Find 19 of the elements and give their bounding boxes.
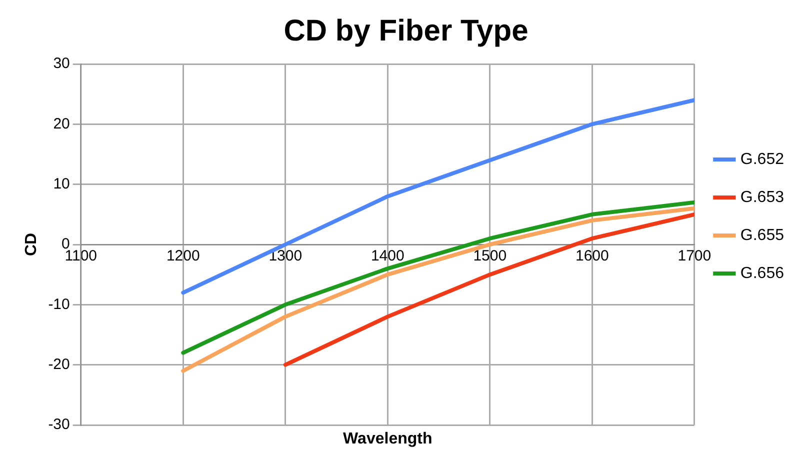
y-tick-label: -30 <box>48 416 70 434</box>
y-tick-label: 10 <box>53 175 70 192</box>
legend-label: G.653 <box>740 188 784 206</box>
legend-label: G.652 <box>740 150 784 168</box>
x-tick-label: 1200 <box>166 248 200 265</box>
y-tick-label: 20 <box>53 115 70 132</box>
y-tick-label: 30 <box>53 55 70 72</box>
legend-label: G.655 <box>740 226 784 244</box>
x-tick-label: 1100 <box>64 248 98 265</box>
legend-label: G.656 <box>740 264 784 282</box>
x-tick-label: 1500 <box>473 248 507 265</box>
y-axis-title: CD <box>23 232 40 256</box>
y-tick-label: -20 <box>48 356 70 373</box>
y-tick-label: -10 <box>48 296 70 313</box>
x-axis-title: Wavelength <box>343 430 432 448</box>
x-tick-label: 1600 <box>575 248 609 265</box>
x-tick-label: 1700 <box>678 248 712 265</box>
x-tick-label: 1400 <box>370 248 404 265</box>
chart-title: CD by Fiber Type <box>284 14 528 48</box>
